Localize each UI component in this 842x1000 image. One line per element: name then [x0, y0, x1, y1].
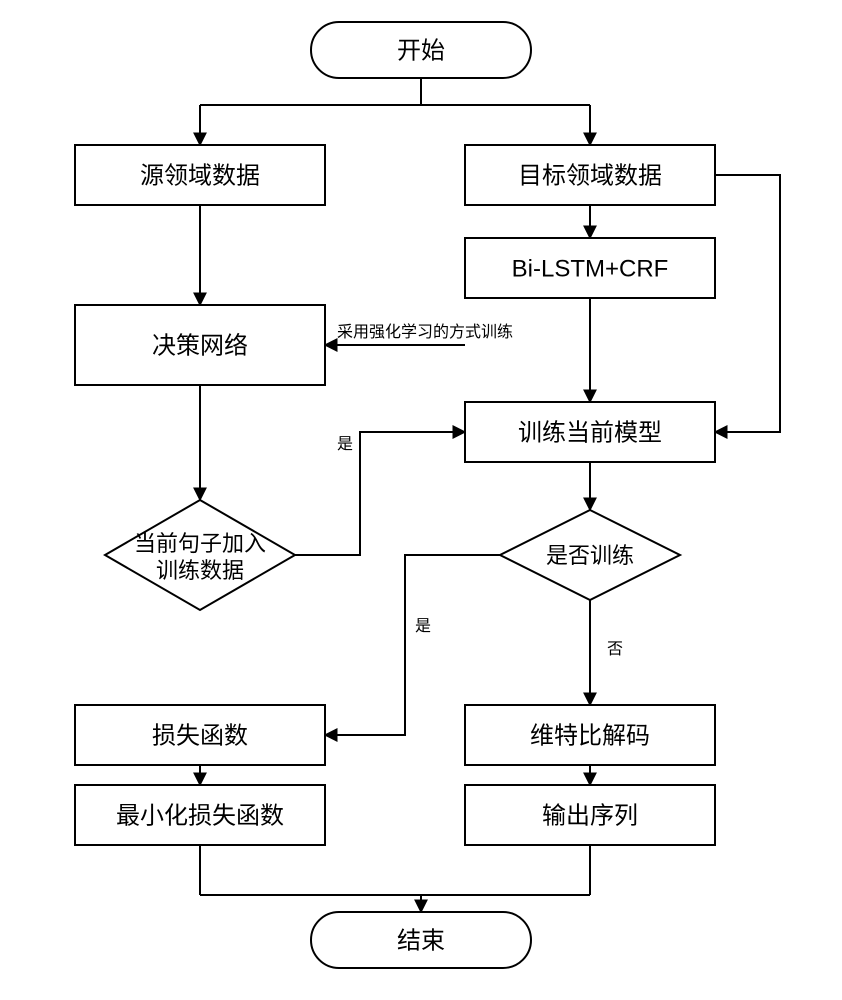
- edge-arrow: [295, 432, 465, 555]
- flowchart-canvas: 采用强化学习的方式训练 是 是 否 开始 源领域数据 目标领域数据 Bi-LST…: [0, 0, 842, 1000]
- bilstm-label: Bi-LSTM+CRF: [512, 255, 669, 282]
- edge-arrow: [715, 175, 780, 432]
- start-label: 开始: [397, 37, 445, 64]
- edge-label-rl: 采用强化学习的方式训练: [337, 323, 513, 341]
- train-label: 训练当前模型: [518, 419, 662, 446]
- loss-label: 损失函数: [152, 722, 248, 749]
- target-label: 目标领域数据: [518, 162, 662, 189]
- edge-label-no: 否: [607, 641, 623, 658]
- policy-label: 决策网络: [152, 332, 248, 359]
- istrain-label: 是否训练: [546, 543, 634, 568]
- viterbi-label: 维特比解码: [530, 722, 650, 749]
- minloss-label: 最小化损失函数: [116, 802, 284, 829]
- edge-label-yes2: 是: [415, 618, 431, 635]
- addsent-label-2: 训练数据: [156, 558, 244, 583]
- source-label: 源领域数据: [140, 162, 260, 189]
- edge-label-yes1: 是: [337, 436, 353, 453]
- end-label: 结束: [397, 927, 445, 954]
- addsent-label-1: 当前句子加入: [134, 531, 266, 556]
- output-label: 输出序列: [542, 802, 638, 829]
